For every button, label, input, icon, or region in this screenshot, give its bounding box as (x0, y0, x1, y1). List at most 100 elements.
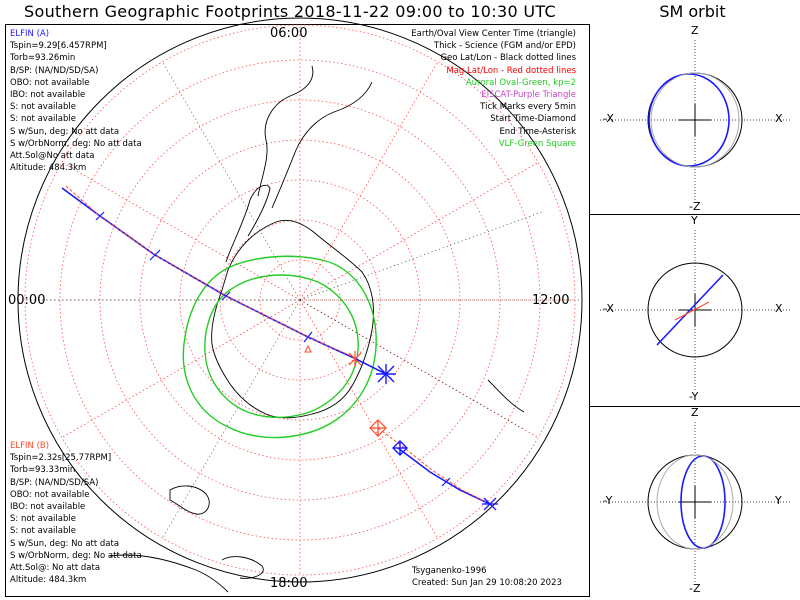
clock-label-06: 06:00 (270, 26, 308, 41)
south-america-coast (257, 65, 314, 197)
elfin-b-line: Att.Sol@: No att data (10, 563, 101, 574)
legend-item: Thick - Science (FGM and/or EPD) (433, 41, 576, 52)
south-america-coast-2 (271, 81, 373, 209)
legend-item: Auroral Oval-Green, kp=2 (465, 77, 576, 88)
elfin-b-track (65, 185, 357, 359)
elfin-b-line: Altitude: 484.3km (10, 575, 87, 586)
elfin-b-lines: Tspin=2.32s[25.77RPM] Torb=93.33min B/SP: … (10, 452, 142, 586)
elfin-b-line: Tspin=2.32s[25.77RPM] (10, 453, 112, 464)
elfin-a-line: S w/Sun, deg: No att data (10, 126, 120, 137)
mag-lon-line (162, 61, 301, 301)
sm-axis-label-left: -Y (603, 494, 613, 507)
sm-axis-label-top: Y (691, 214, 698, 227)
sm-orbit-b (656, 454, 734, 550)
sm-axis-label-top: Z (691, 24, 699, 37)
new-zealand (169, 485, 210, 515)
elfin-a-line: S w/OrbNorm, deg: No att data (10, 138, 142, 149)
antarctica-coast (211, 219, 374, 419)
tasmania (221, 556, 264, 579)
mag-lon-line (299, 162, 539, 301)
model-label: Tsyganenko-1996 (412, 566, 487, 576)
sm-panel-2 (600, 230, 790, 390)
sm-axis-label-right: Y (775, 494, 782, 507)
sm-axis-label-right: X (775, 302, 783, 315)
elfin-a-end-asterisk (376, 364, 396, 384)
elfin-b-line: S: not available (10, 526, 76, 537)
elfin-b-line: Torb=93.33min (10, 465, 76, 476)
sm-panel-1 (600, 40, 790, 200)
sm-orbit-title: SM orbit (659, 2, 726, 21)
legend-item: End Time-Asterisk (499, 126, 576, 137)
sm-orbit-panels (600, 40, 790, 582)
sm-orbit-a (656, 274, 724, 346)
elfin-a-line: Altitude: 484.3km (10, 163, 87, 174)
elfin-a-line: Torb=93.26min (10, 53, 76, 64)
legend-item: Earth/Oval View Center Time (triangle) (411, 29, 576, 39)
track-markers (95, 211, 498, 511)
africa-tip (487, 379, 525, 413)
mag-lon-line (61, 299, 301, 438)
elfin-b-line: OBO: not available (10, 489, 90, 500)
elfin-b-info: ELFIN (B) Tspin=2.32s[25.77RPM] Torb=93.3… (10, 440, 142, 586)
legend-item: Geo Lat/Lon - Black dotted lines (440, 53, 576, 64)
elfin-b-track-2 (377, 427, 487, 503)
elfin-a-name: ELFIN (A) (10, 29, 50, 39)
legend-item: Start Time-Diamond (490, 114, 576, 125)
sm-panel-3 (600, 422, 790, 582)
map-grid (17, 17, 583, 583)
mag-lon-line (162, 299, 301, 539)
sm-orbit-b (650, 72, 740, 168)
elfin-a-track-2 (397, 447, 491, 505)
legend-item: Mag Lat/Lon - Red dotted lines (446, 65, 576, 76)
created-label: Created: Sun Jan 29 10:08:20 2023 (412, 578, 562, 588)
elfin-a-info: ELFIN (A) Tspin=9.29[6.457RPM] Torb=93.26… (10, 28, 142, 174)
elfin-a-line: S: not available (10, 102, 76, 113)
sm-axis-label-bottom: -Y (689, 390, 699, 403)
auroral-ovals (182, 255, 377, 439)
elfin-a-line: Att.Sol@No att data (10, 151, 95, 162)
sm-earth-circle (647, 262, 743, 358)
elfin-a-tick-marks (95, 211, 451, 487)
elfin-b-line: S w/Sun, deg: No att data (10, 538, 120, 549)
legend: Earth/Oval View Center Time (triangle) Th… (411, 28, 576, 150)
sm-axis-label-bottom: -Z (689, 200, 701, 213)
legend-item: EISCAT-Purple Triangle (481, 90, 576, 101)
elfin-a-start-diamond (392, 440, 408, 456)
elfin-b-line: IBO: not available (10, 502, 86, 513)
elfin-a-2-end-asterisk (482, 497, 498, 511)
plot-title: Southern Geographic Footprints 2018-11-2… (24, 2, 556, 21)
elfin-b-start-diamond (369, 419, 387, 437)
mag-lat-circle (24, 24, 576, 576)
auroral-oval-inner (204, 274, 359, 418)
sm-orbit-b (674, 301, 710, 321)
mag-lon-line (299, 299, 539, 438)
elfin-a-track (61, 187, 387, 375)
clock-label-00: 00:00 (8, 293, 46, 308)
elfin-a-line: OBO: not available (10, 77, 90, 88)
elfin-a-line: S: not available (10, 114, 76, 125)
australia-coast (109, 554, 229, 593)
sm-axis-label-top: Z (691, 406, 699, 419)
mag-lon-line (299, 61, 438, 301)
elfin-b-end-asterisk (348, 351, 362, 367)
elfin-a-line: B/SP: (NA/ND/SD/SA) (10, 65, 99, 76)
geo-lon-line (299, 299, 526, 431)
sm-orbit-a (648, 73, 730, 167)
mag-lon-line (61, 162, 301, 301)
elfin-a-lines: Tspin=9.29[6.457RPM] Torb=93.26min B/SP: (… (10, 40, 142, 174)
elfin-a-line: IBO: not available (10, 90, 86, 101)
geo-lon-line (299, 210, 545, 301)
coastlines (109, 65, 525, 593)
sm-axis-label-left: -X (603, 302, 614, 315)
antarctic-peninsula (225, 184, 271, 263)
elfin-a-line: Tspin=9.29[6.457RPM] (10, 41, 107, 52)
sm-axis-label-right: X (775, 112, 783, 125)
sm-axis-label-left: -X (603, 112, 614, 125)
clock-label-18: 18:00 (270, 576, 308, 591)
elfin-b-name: ELFIN (B) (10, 441, 50, 451)
auroral-oval-outer (182, 255, 377, 439)
elfin-b-line: S: not available (10, 514, 76, 525)
legend-item: Tick Marks every 5min (480, 102, 576, 113)
elfin-b-line: B/SP: (NA/ND/SD/SA) (10, 477, 99, 488)
